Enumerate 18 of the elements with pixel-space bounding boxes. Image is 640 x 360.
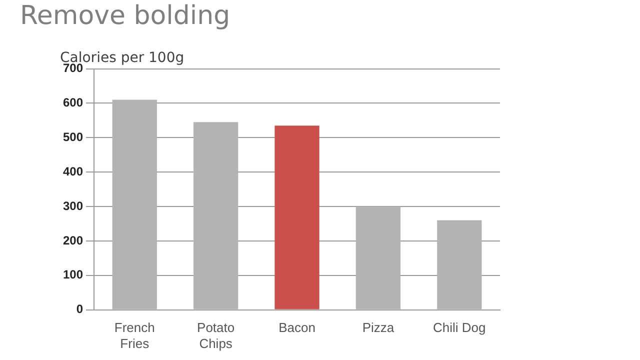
bar: [274, 126, 320, 310]
y-tick-label: 600: [62, 96, 84, 110]
y-tick-label: 400: [62, 164, 84, 178]
x-tick-label: French Fries: [114, 320, 155, 351]
y-tick-label: 100: [62, 268, 84, 282]
bar: [356, 206, 401, 310]
y-tick-label: 500: [62, 130, 84, 144]
x-tick-label: Bacon: [278, 320, 316, 336]
y-tick-label: 200: [62, 233, 84, 248]
y-tick-label: 300: [62, 198, 84, 213]
bar: [437, 220, 482, 310]
bar: [193, 122, 238, 310]
x-tick-label: Potato Chips: [197, 320, 235, 351]
y-tick-label: 0: [76, 302, 84, 316]
x-tick-label: Pizza: [362, 320, 395, 336]
chart-title: Remove bolding: [20, 0, 230, 32]
x-tick-label: Chili Dog: [433, 320, 486, 336]
bar: [112, 100, 157, 310]
